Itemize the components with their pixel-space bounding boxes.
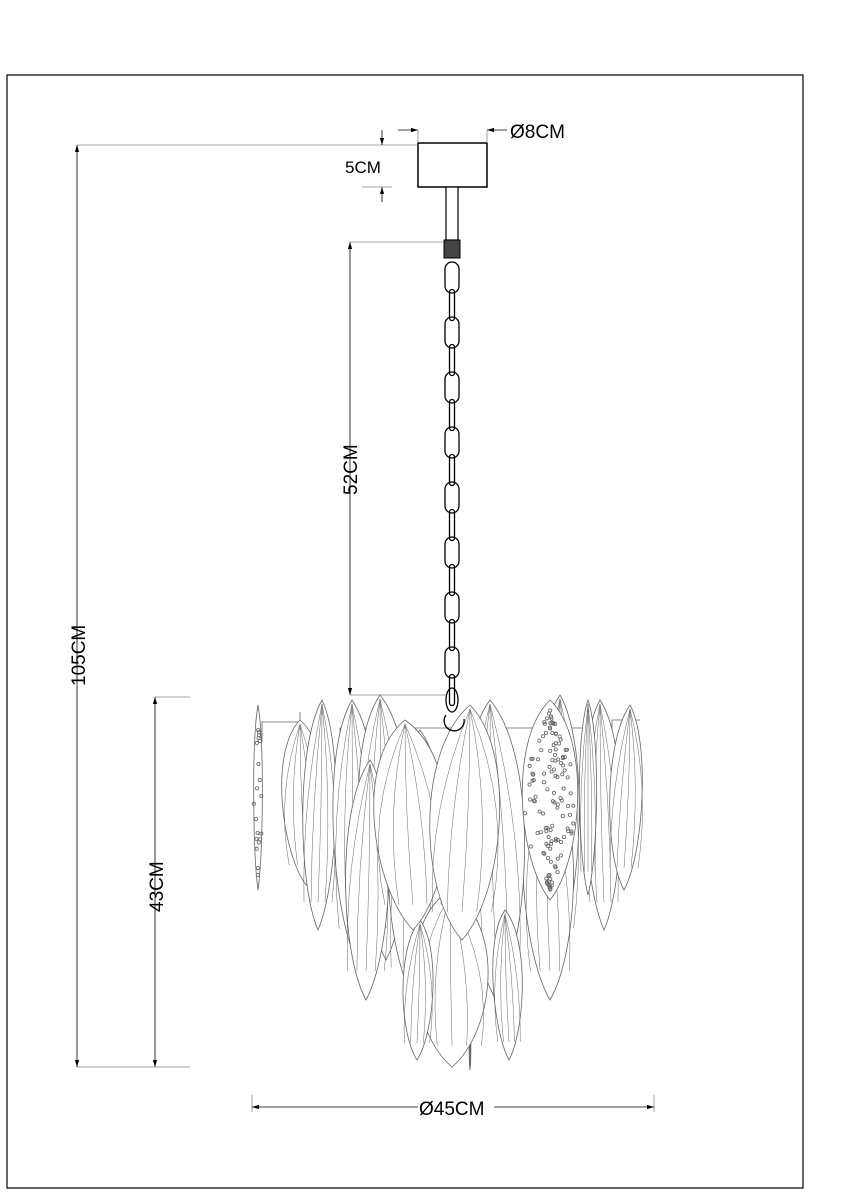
chain-link	[450, 455, 455, 486]
chain-link	[445, 482, 459, 513]
chain-link	[450, 400, 455, 431]
technical-drawing: Ø8CM 5CM Ø45CM 52CM 105CM 43CM	[0, 0, 848, 1200]
chain	[445, 262, 459, 706]
chain-link	[450, 290, 455, 321]
chain-link	[445, 647, 459, 678]
total-height-label: 105CM	[69, 625, 90, 686]
chain-link	[445, 427, 459, 458]
leaf-shade	[252, 695, 642, 1070]
body-diameter-label: Ø45CM	[419, 1099, 484, 1120]
chain-link	[445, 262, 459, 293]
rod-connector	[444, 240, 460, 258]
chain-link	[450, 620, 455, 651]
chain-link	[445, 592, 459, 623]
leaf	[252, 705, 263, 890]
leaf	[610, 705, 643, 890]
chain-link	[450, 345, 455, 376]
chain-link	[445, 537, 459, 568]
chain-link	[445, 372, 459, 403]
chain-link	[450, 510, 455, 541]
canopy-height-label: 5CM	[345, 158, 381, 177]
chain-link	[450, 565, 455, 596]
canopy-diameter-label: Ø8CM	[510, 122, 565, 143]
suspension-rod	[446, 187, 458, 240]
ceiling-canopy	[418, 143, 487, 258]
body-height-label: 43CM	[147, 861, 168, 912]
chain-link	[450, 675, 455, 706]
chain-length-label: 52CM	[341, 444, 362, 495]
chain-link	[445, 317, 459, 348]
leaf	[493, 910, 523, 1060]
